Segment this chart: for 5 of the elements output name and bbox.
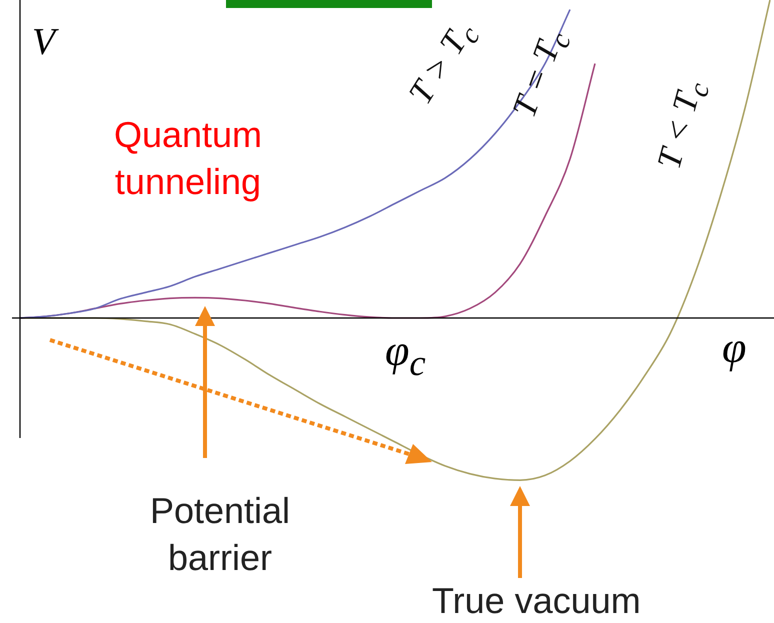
x-axis-title: φ xyxy=(722,322,746,373)
annotation: φ$_{c}$ xyxy=(385,325,427,385)
text: True vacuum xyxy=(432,579,642,623)
text: Potential barrier xyxy=(148,489,292,580)
annotation: Quantum tunneling xyxy=(112,113,264,204)
